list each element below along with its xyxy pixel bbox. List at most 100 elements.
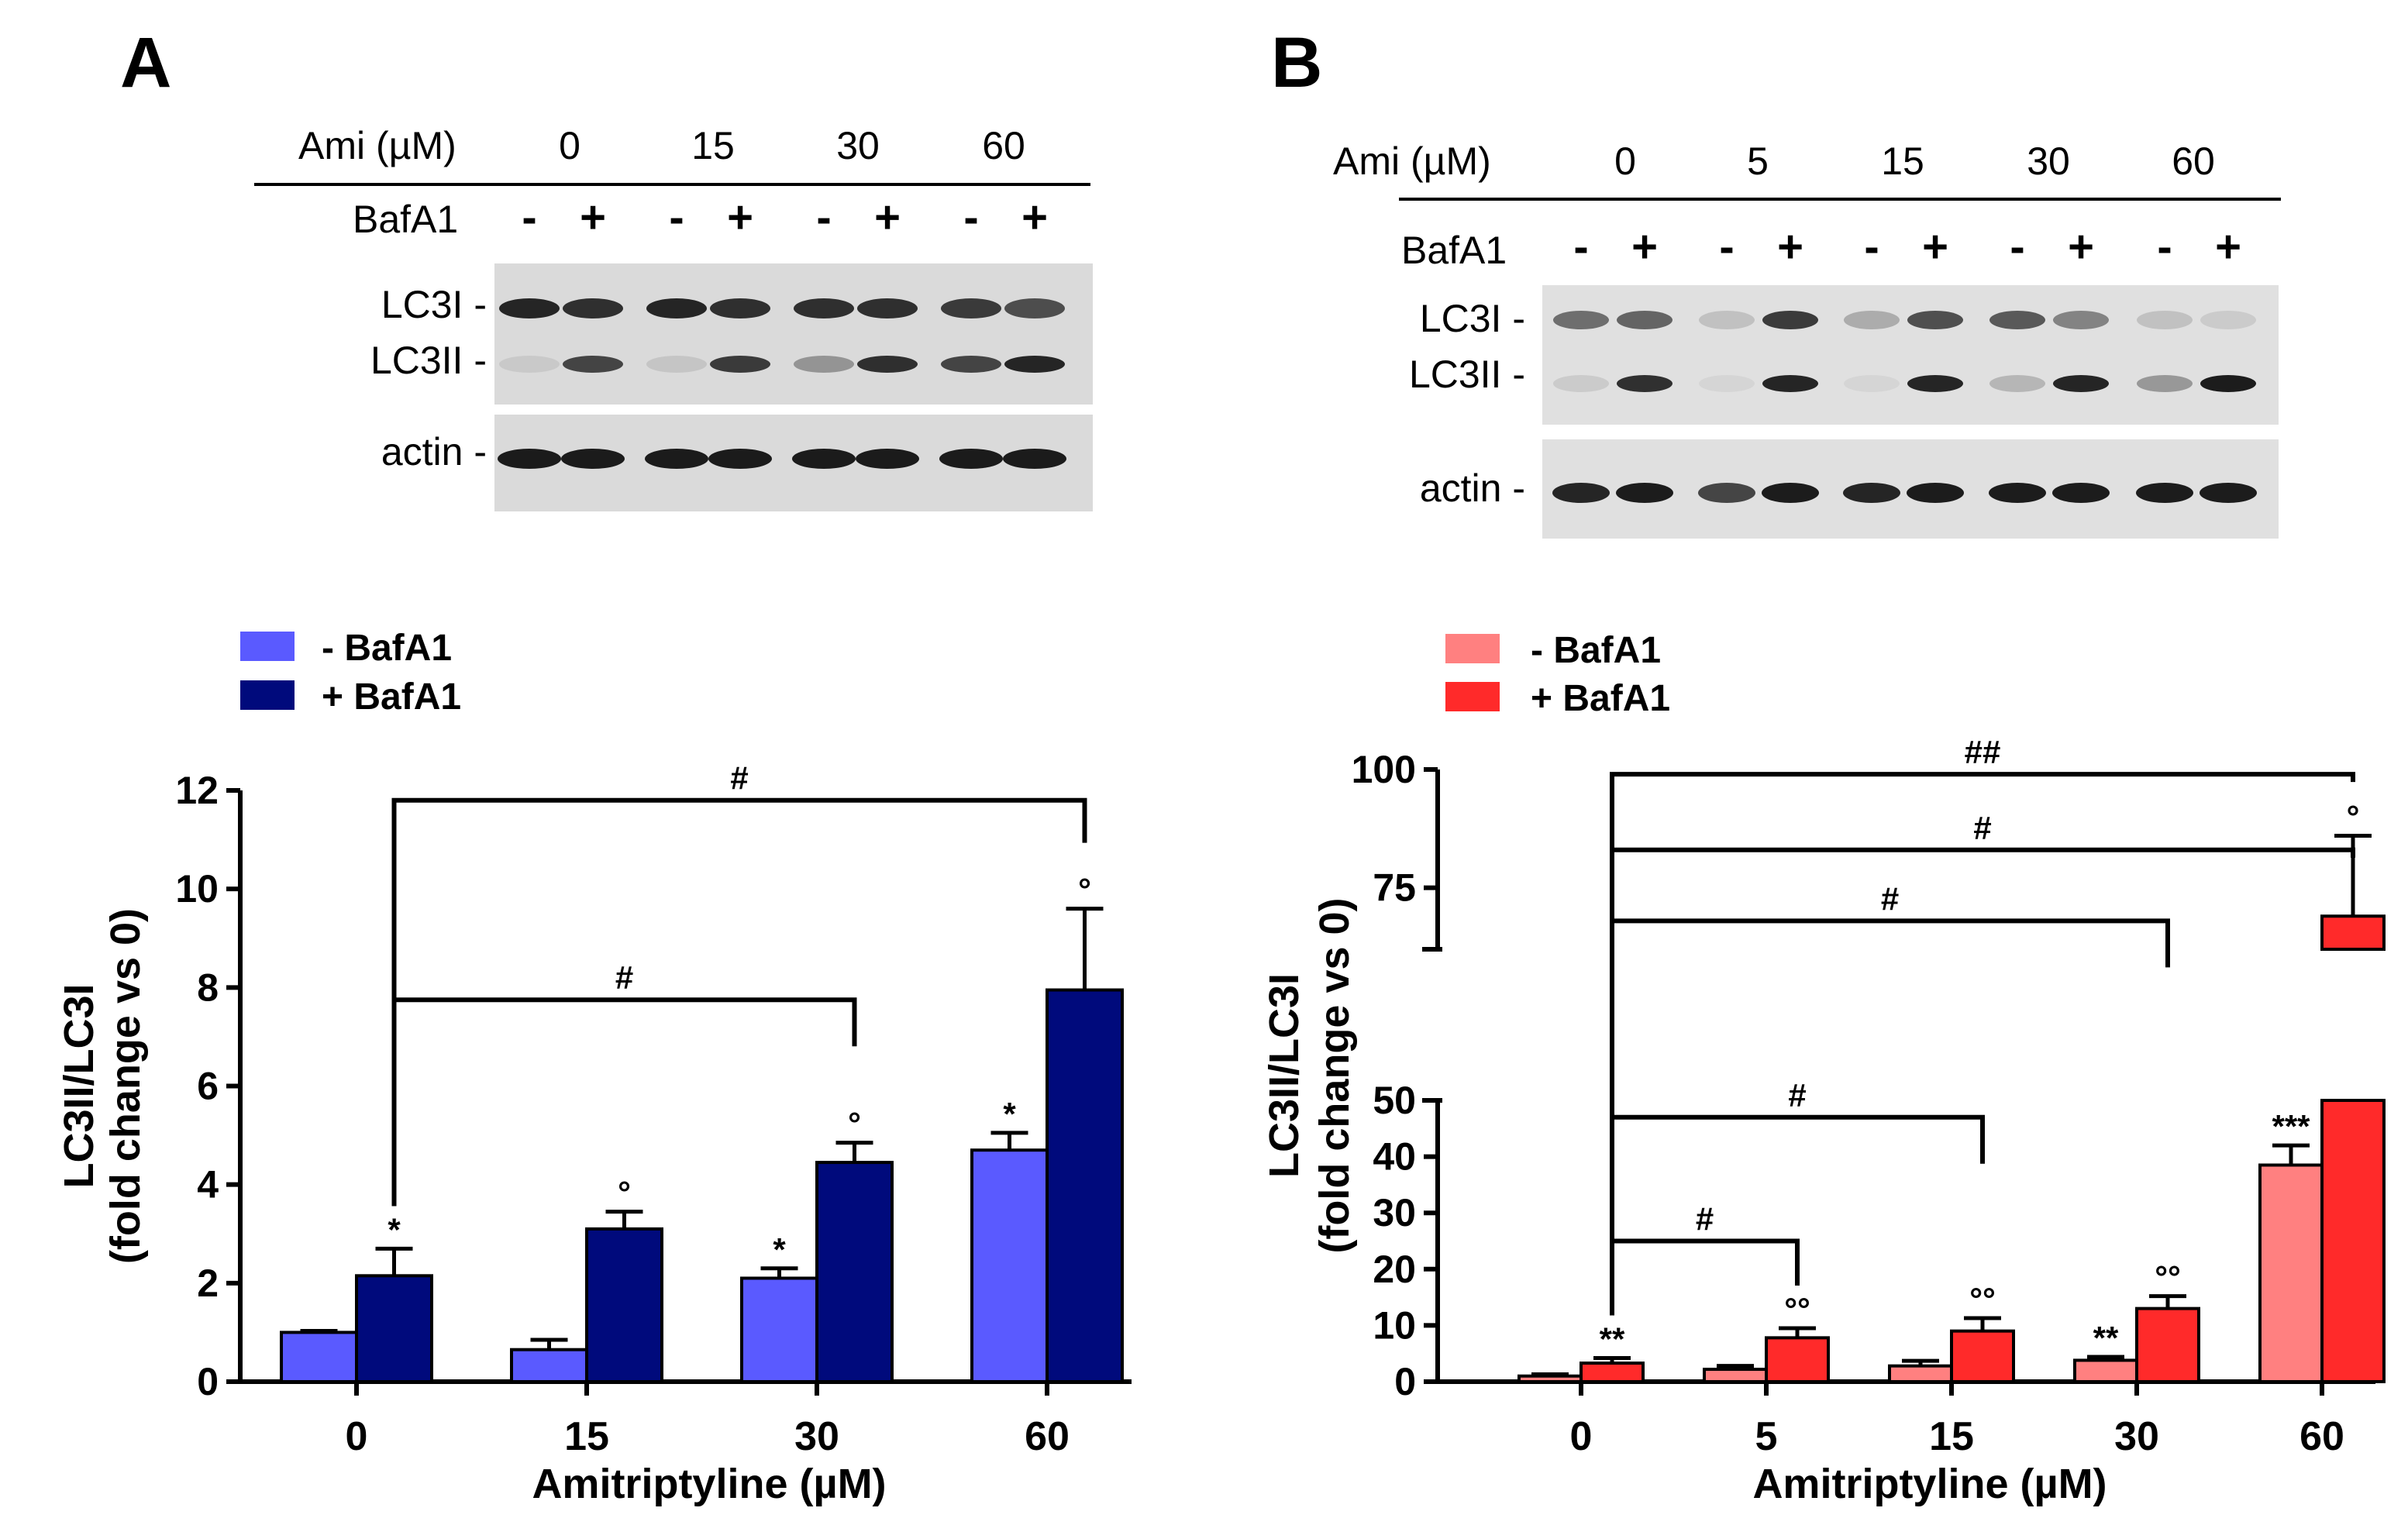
panel-a-dose-labels: 0 15 30 60 (559, 124, 1025, 167)
bar (815, 1161, 894, 1384)
bar (1765, 1336, 1830, 1383)
bafa1-sign: + (1021, 192, 1048, 243)
bafa1-sign: + (580, 192, 606, 243)
significance-mark: ° (2347, 798, 2360, 835)
blot-band (1553, 311, 1609, 329)
blot-band (710, 356, 770, 373)
blot-membrane (494, 263, 1093, 405)
blot-band (710, 298, 770, 318)
blot-band (1843, 483, 1900, 503)
blot-band (561, 449, 625, 469)
blot-band (1698, 483, 1755, 503)
blot-band (1762, 311, 1818, 329)
bar (2320, 1099, 2386, 1383)
bar (1517, 1374, 1583, 1383)
blot-band (1699, 311, 1755, 329)
blot-band (1699, 375, 1755, 392)
blot-band (2053, 375, 2109, 392)
blot-band (794, 298, 854, 318)
y-axis-title: (fold change vs 0) (102, 908, 149, 1264)
y-tick-label: 75 (1373, 866, 1416, 910)
bracket-label: # (1696, 1201, 1714, 1238)
blot-band (1989, 483, 2046, 503)
blot-band (646, 356, 707, 373)
panel-b-bafa1-label: BafA1 (1401, 229, 1507, 272)
bafa1-sign: - (1719, 222, 1734, 272)
bafa1-sign: + (1631, 222, 1658, 272)
y-tick-label: 6 (197, 1065, 219, 1108)
blot-band (2137, 375, 2193, 392)
panel-a-lc3-blot (494, 263, 1093, 405)
blot-band (563, 356, 623, 373)
panel-a-bar-chart: 0 2 4 6 8 10 12 0 15 30 60 * * * ° ° ° # # Amitriptyline (µ… (56, 760, 1132, 1507)
legend-swatch-minus-bafa1 (240, 632, 295, 661)
blot-band (857, 356, 918, 373)
blot-band (1989, 311, 2045, 329)
comparison-bracket (391, 797, 1087, 1207)
bafa1-sign: + (874, 192, 901, 243)
bracket-label: # (615, 959, 633, 996)
x-tick-label: 30 (794, 1414, 839, 1459)
bracket-label: # (1973, 810, 1991, 846)
panel-b-actin-label: actin - (1420, 466, 1525, 510)
panel-b-dose: 15 (1881, 139, 1924, 183)
legend-swatch-minus-bafa1 (1445, 634, 1500, 663)
significance-mark: * (773, 1231, 786, 1268)
x-tick-label: 0 (346, 1414, 368, 1459)
x-axis-title: Amitriptyline (µM) (532, 1461, 886, 1507)
panel-b-dose: 30 (2027, 139, 2070, 183)
legend-label: - BafA1 (322, 628, 452, 669)
bar (2258, 1163, 2324, 1383)
blot-band (941, 298, 1001, 318)
bafa1-sign: - (669, 192, 684, 243)
significance-mark: °° (2155, 1259, 2181, 1296)
bar (740, 1276, 818, 1383)
y-tick-label: 20 (1373, 1248, 1416, 1291)
bafa1-sign: - (816, 192, 831, 243)
bar (1579, 1362, 1645, 1383)
bafa1-sign: - (2157, 222, 2172, 272)
blot-band (2137, 311, 2193, 329)
panel-b-lc3i-label: LC3I - (1420, 297, 1525, 340)
bafa1-sign: - (2010, 222, 2024, 272)
blot-band (563, 298, 623, 318)
y-axis-title: LC3II/LC3I (56, 983, 102, 1188)
panel-b-dose: 0 (1614, 139, 1636, 183)
blot-band (499, 298, 560, 318)
significance-mark: ° (1078, 872, 1091, 908)
panel-a-dose: 60 (982, 124, 1025, 167)
bafa1-sign: + (1922, 222, 1948, 272)
y-tick-label: 2 (197, 1262, 219, 1305)
blot-band (1762, 375, 1818, 392)
x-tick-label: 30 (2114, 1414, 2159, 1459)
x-tick-label: 15 (564, 1414, 609, 1459)
panel-a-lc3ii-label: LC3II - (370, 339, 487, 382)
blot-band (1907, 375, 1963, 392)
bracket-label: # (1881, 880, 1899, 917)
significance-mark: *** (2272, 1108, 2310, 1145)
blot-band (2200, 311, 2256, 329)
panel-a-letter: A (120, 23, 171, 102)
panel-b-letter: B (1271, 23, 1322, 102)
comparison-bracket (1610, 1238, 1800, 1316)
blot-band (792, 449, 856, 469)
y-tick-label: 10 (1373, 1303, 1416, 1347)
legend-label: + BafA1 (1531, 678, 1670, 719)
y-tick-label: 12 (175, 769, 219, 812)
blot-band (1617, 311, 1673, 329)
x-tick-label: 60 (1025, 1414, 1070, 1459)
panel-a-dose: 15 (691, 124, 735, 167)
panel-b-dose: 60 (2172, 139, 2215, 183)
significance-mark: ** (2093, 1320, 2119, 1356)
blot-band (1762, 483, 1819, 503)
bafa1-sign: - (963, 192, 978, 243)
y-tick-label: 10 (175, 867, 219, 911)
panel-a-ami-label: Ami (µM) (298, 124, 456, 167)
blot-bands (1552, 483, 2257, 503)
panel-b-dose-labels: 0 5 15 30 60 (1614, 139, 2215, 183)
y-tick-label: 40 (1373, 1135, 1416, 1179)
bar (2320, 914, 2386, 952)
panel-a-actin-label: actin - (381, 430, 487, 473)
panel-b-ami-label: Ami (µM) (1333, 139, 1491, 183)
